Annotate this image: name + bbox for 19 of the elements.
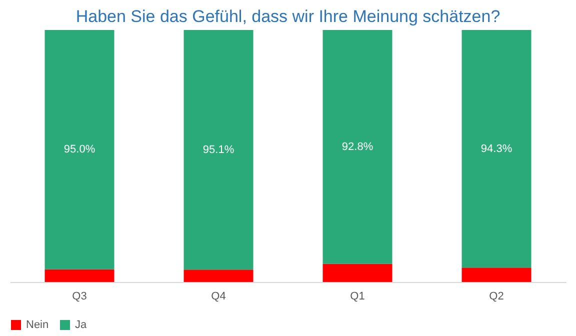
x-tick-label: Q3	[72, 290, 87, 302]
bar	[184, 30, 254, 270]
bar	[322, 30, 392, 264]
x-tick-label: Q2	[489, 290, 504, 302]
chart-title: Haben Sie das Gefühl, dass wir Ihre Meinung schätzen?	[76, 7, 500, 26]
legend-label: Nein	[26, 319, 49, 331]
data-label: 94.3%	[480, 142, 512, 155]
bar	[44, 30, 114, 270]
bar	[44, 269, 114, 282]
data-label: 95.1%	[202, 144, 234, 156]
bar	[184, 270, 254, 282]
x-tick-label: Q4	[211, 290, 226, 302]
data-label: 92.8%	[342, 140, 374, 153]
x-tick-label: Q1	[350, 290, 365, 302]
data-label: 95.0%	[64, 144, 96, 156]
bar	[462, 30, 532, 268]
bar	[322, 264, 392, 282]
bar	[462, 268, 532, 282]
legend-label: Ja	[75, 319, 88, 331]
